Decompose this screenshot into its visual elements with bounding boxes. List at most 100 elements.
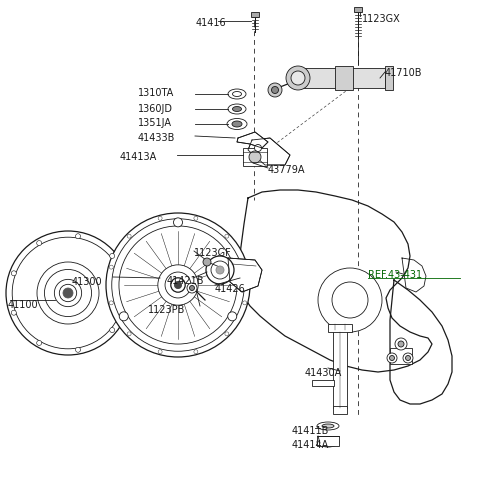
Text: 1123GX: 1123GX (362, 14, 401, 24)
Ellipse shape (232, 91, 241, 97)
Bar (354, 7, 362, 12)
Circle shape (225, 332, 229, 336)
Polygon shape (228, 258, 262, 292)
Bar (333, 330, 347, 408)
Circle shape (291, 71, 305, 85)
Circle shape (187, 283, 197, 293)
Circle shape (37, 262, 99, 324)
Text: 41421B: 41421B (167, 276, 204, 286)
Bar (251, 12, 259, 17)
Circle shape (36, 340, 42, 345)
Circle shape (75, 347, 81, 352)
Circle shape (286, 66, 310, 90)
Bar (390, 348, 412, 364)
Circle shape (165, 272, 191, 298)
Circle shape (203, 258, 211, 266)
Circle shape (389, 356, 395, 361)
Circle shape (171, 278, 185, 292)
Text: 1351JA: 1351JA (138, 118, 172, 128)
Circle shape (158, 350, 162, 354)
Text: 41411B: 41411B (292, 426, 329, 436)
Circle shape (158, 265, 198, 305)
Circle shape (387, 353, 397, 363)
Circle shape (272, 86, 278, 94)
Ellipse shape (228, 89, 246, 99)
Text: 41416: 41416 (196, 18, 227, 28)
Circle shape (12, 271, 16, 276)
Bar (333, 406, 347, 414)
Bar (243, 148, 267, 166)
Polygon shape (237, 132, 268, 148)
Circle shape (318, 268, 382, 332)
Bar (298, 68, 385, 88)
Circle shape (109, 265, 113, 269)
Circle shape (332, 282, 368, 318)
Polygon shape (248, 138, 290, 165)
Circle shape (268, 83, 282, 97)
Circle shape (63, 288, 73, 298)
Circle shape (228, 312, 237, 321)
Bar (328, 324, 352, 332)
Text: 43779A: 43779A (268, 165, 305, 175)
Text: 41100: 41100 (8, 300, 38, 310)
Text: 41433B: 41433B (138, 133, 175, 143)
Ellipse shape (232, 107, 241, 112)
Ellipse shape (228, 104, 246, 114)
Bar (317, 436, 339, 446)
Ellipse shape (232, 121, 242, 127)
Circle shape (174, 281, 181, 289)
Circle shape (194, 350, 198, 354)
Circle shape (243, 301, 247, 305)
Circle shape (112, 219, 244, 351)
Circle shape (127, 332, 131, 336)
Text: 41414A: 41414A (292, 440, 329, 450)
Circle shape (54, 279, 82, 307)
Ellipse shape (322, 424, 334, 428)
Circle shape (106, 213, 250, 357)
Bar (385, 66, 393, 90)
Circle shape (127, 234, 131, 238)
Circle shape (216, 266, 224, 274)
Text: 41413A: 41413A (120, 152, 157, 162)
Circle shape (45, 269, 92, 316)
Circle shape (173, 218, 182, 227)
Text: 1123GF: 1123GF (194, 248, 232, 258)
Circle shape (109, 301, 113, 305)
Circle shape (119, 226, 237, 344)
Circle shape (60, 284, 77, 302)
Ellipse shape (317, 422, 339, 430)
Circle shape (194, 216, 198, 220)
Text: 41710B: 41710B (385, 68, 422, 78)
Text: REF.43-431: REF.43-431 (368, 270, 422, 280)
Circle shape (254, 144, 262, 151)
Circle shape (123, 291, 128, 296)
Text: 41426: 41426 (215, 284, 246, 294)
Circle shape (249, 151, 261, 163)
Circle shape (109, 253, 115, 258)
Ellipse shape (317, 437, 339, 447)
Circle shape (403, 353, 413, 363)
Circle shape (406, 356, 410, 361)
Text: 41300: 41300 (72, 277, 103, 287)
Text: 1360JD: 1360JD (138, 104, 173, 114)
Text: 1123PB: 1123PB (148, 305, 185, 315)
Circle shape (206, 256, 234, 284)
Circle shape (12, 310, 16, 315)
Circle shape (395, 338, 407, 350)
Circle shape (36, 241, 42, 246)
Circle shape (158, 216, 162, 220)
Circle shape (398, 341, 404, 347)
Circle shape (75, 234, 81, 239)
Circle shape (243, 265, 247, 269)
Circle shape (6, 231, 130, 355)
Ellipse shape (227, 119, 247, 129)
Circle shape (225, 234, 229, 238)
Circle shape (190, 286, 194, 291)
Circle shape (119, 312, 128, 321)
Text: 1310TA: 1310TA (138, 88, 174, 98)
Bar (335, 66, 353, 90)
Text: 41430A: 41430A (305, 368, 342, 378)
Bar (312, 380, 334, 386)
Circle shape (211, 261, 229, 279)
Circle shape (109, 327, 115, 332)
